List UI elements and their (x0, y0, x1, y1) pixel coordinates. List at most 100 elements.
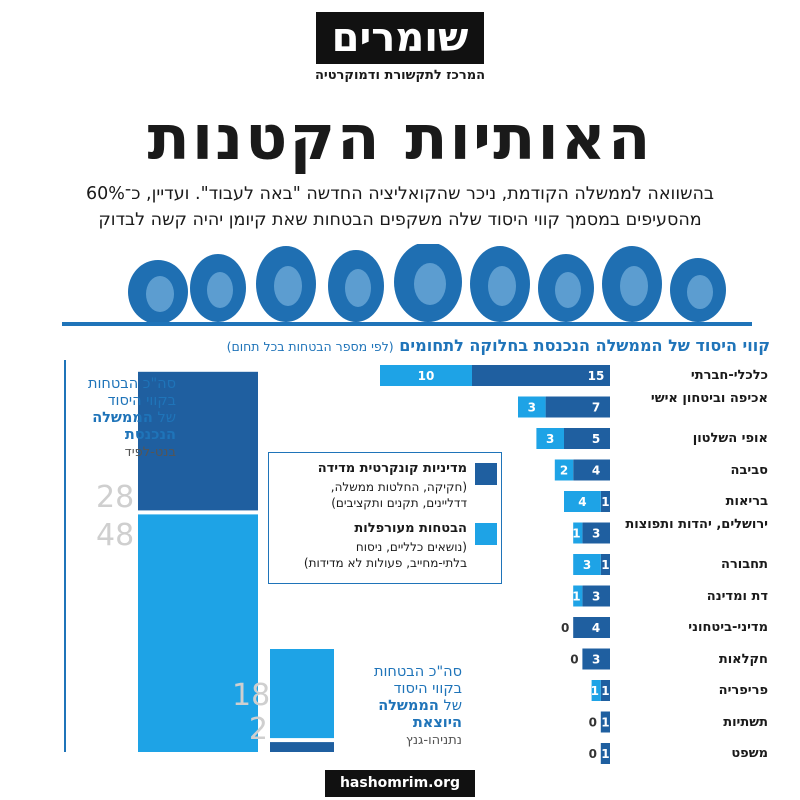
chart-title: קווי היסוד של הממשלה הנכנסת בחלוקה לתחומ… (150, 336, 770, 355)
logo: שומרים (316, 12, 484, 64)
bar-concrete-label-1: 7 (592, 401, 600, 415)
total-incoming-line4: הנכנסת (124, 427, 176, 443)
bar-vague-10 (591, 680, 601, 701)
category-label-10: פריפריה (718, 683, 768, 698)
total-outgoing-line3-plain: של (438, 698, 462, 714)
total-incoming-line3-plain: של (152, 410, 176, 426)
total-incoming-line2: בקווי היסוד (107, 393, 176, 409)
bar-vague-label-1: 3 (528, 401, 536, 415)
category-label-8: מדיני-ביטחוני (688, 620, 768, 635)
bar-concrete-label-6: 1 (601, 558, 609, 572)
bar-concrete-label-11: 1 (601, 716, 609, 730)
totals-axis-line (64, 360, 66, 752)
total-outgoing-concrete-bar (270, 742, 334, 752)
logo-subtitle: המרכז לתקשורת ודמוקרטיה (314, 68, 486, 83)
legend-title-concrete: מדיניות קונקרטית מדידה (317, 461, 467, 476)
bar-vague-label-4: 4 (578, 495, 586, 509)
total-incoming-line1: סה"כ הבטחות (87, 376, 176, 392)
subtitle-line-1: בהשוואה לממשלה הקודמת, ניכר שהקואליציה ה… (85, 184, 715, 204)
bar-vague-0 (380, 365, 472, 386)
total-outgoing-line4: היוצאת (412, 715, 462, 731)
legend-swatch-vague (475, 523, 497, 545)
category-label-3: סביבה (730, 462, 768, 478)
page-title: האותיות הקטנות (147, 101, 653, 174)
legend-desc-concrete-1: (חקיקה, החלטות ממשלה, (330, 480, 467, 494)
bar-concrete-11 (600, 711, 610, 733)
bar-vague-6 (573, 554, 601, 575)
legend-desc-vague-1: (נושאים כלליים, ניסוח (355, 540, 467, 554)
legend-swatch-concrete (475, 463, 497, 485)
category-label-4: בריאות (725, 494, 768, 509)
bar-concrete-label-8: 4 (592, 621, 600, 635)
bar-concrete-8 (573, 617, 610, 638)
bar-vague-label-12: 0 (589, 747, 597, 761)
bar-vague-2 (536, 428, 564, 449)
legend-desc-vague-2: בלתי-מחייב, פעולות לא מדידות) (303, 556, 467, 570)
total-outgoing-line2: בקווי היסוד (393, 681, 462, 697)
category-label-0: כלכלי-חברתי (690, 368, 768, 383)
bar-concrete-0 (472, 365, 610, 386)
bar-concrete-7 (582, 585, 610, 607)
total-outgoing-vague-bar (270, 649, 334, 739)
bar-vague-label-8: 0 (561, 621, 569, 635)
bar-vague-label-5: 1 (572, 527, 580, 541)
bar-concrete-5 (582, 522, 610, 544)
legend-desc-concrete-2: דדליינים, תקנים ותקציבים) (331, 496, 467, 510)
bar-vague-3 (554, 459, 574, 481)
total-incoming-concrete-bar (138, 371, 258, 511)
chart-title-note: (לפי מספר הבטחות בכל תחום) (226, 339, 394, 354)
bar-concrete-label-7: 3 (592, 590, 600, 604)
bar-vague-label-3: 2 (560, 464, 568, 478)
category-label-7: דת ומדינה (706, 588, 768, 604)
category-label-12: משפט (731, 746, 768, 761)
category-label-11: תשתיות (723, 714, 768, 730)
bar-vague-label-7: 1 (572, 590, 580, 604)
category-label-9: חקלאות (718, 651, 768, 667)
category-label-5: ירושלים, יהדות ותפוצות (625, 516, 768, 532)
bar-concrete-10 (600, 680, 610, 701)
bar-concrete-1 (545, 396, 610, 418)
bar-vague-label-6: 3 (583, 558, 591, 572)
bar-vague-label-9: 0 (570, 653, 578, 667)
category-label-6: תחבורה (721, 557, 768, 572)
total-incoming-vague-bar (138, 514, 258, 752)
bar-concrete-label-2: 5 (592, 432, 600, 446)
subtitle-line-2: מהסעיפים במסמך קווי היסוד שלה משקפים הבט… (98, 210, 702, 230)
total-incoming-text: סה"כ הבטחות בקווי היסוד של הממשלה הנכנסת… (60, 376, 176, 461)
total-incoming-concrete-value: 28 (96, 480, 135, 515)
total-outgoing-line1: סה"כ הבטחות (373, 664, 462, 680)
bar-vague-1 (518, 396, 546, 418)
total-incoming-coalition: בנט-לפיד (124, 445, 176, 460)
bar-concrete-label-12: 1 (601, 747, 609, 761)
bar-concrete-label-5: 3 (592, 527, 600, 541)
total-incoming-line3-bold: הממשלה (92, 410, 153, 426)
total-outgoing-text: סה"כ הבטחות בקווי היסוד של הממשלה היוצאת… (346, 664, 462, 749)
bar-concrete-2 (564, 428, 610, 449)
bar-concrete-label-0: 15 (588, 369, 605, 383)
total-outgoing-vague-value: 18 (232, 678, 271, 713)
bar-concrete-4 (600, 491, 610, 512)
bar-concrete-label-3: 4 (592, 464, 600, 478)
bar-concrete-12 (600, 743, 610, 764)
faces-illustration (128, 244, 726, 324)
total-outgoing-concrete-value: 2 (248, 712, 268, 747)
total-outgoing-line3-bold: הממשלה (378, 698, 439, 714)
chart-title-main: קווי היסוד של הממשלה הנכנסת בחלוקה לתחומ… (399, 336, 770, 355)
bar-vague-label-11: 0 (589, 716, 597, 730)
legend: מדיניות קונקרטית מדידה (חקיקה, החלטות ממ… (268, 452, 502, 584)
category-label-2: אופי השלטון (692, 431, 768, 446)
bar-concrete-3 (573, 459, 610, 481)
total-incoming-vague-value: 48 (96, 518, 135, 553)
footer-url[interactable]: hashomrim.org (325, 770, 475, 797)
bar-vague-label-10: 1 (591, 684, 599, 698)
total-outgoing-coalition: נתניהו-גנץ (405, 733, 462, 748)
bar-concrete-6 (600, 554, 610, 575)
bar-vague-7 (573, 585, 583, 607)
bar-vague-5 (573, 522, 583, 544)
bar-concrete-label-9: 3 (592, 653, 600, 667)
bar-concrete-label-4: 1 (601, 495, 609, 509)
bar-vague-label-2: 3 (546, 432, 554, 446)
legend-title-vague: הבטחות מעורפלות (354, 521, 467, 536)
bar-concrete-label-10: 1 (601, 684, 609, 698)
